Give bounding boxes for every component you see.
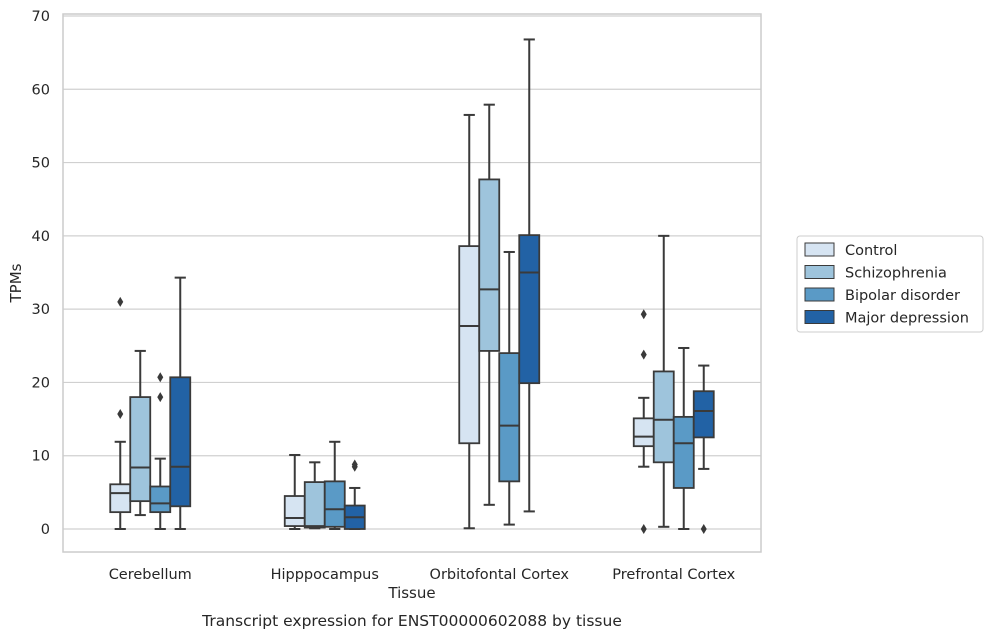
x-tick-label: Prefrontal Cortex (612, 567, 735, 583)
legend-label: Major depression (845, 311, 969, 327)
box-iqr (498, 352, 521, 483)
box-iqr (169, 376, 192, 508)
y-axis: 0 10 20 30 40 50 60 70 (32, 9, 50, 538)
y-tick-label: 50 (32, 156, 50, 172)
box-control (283, 453, 306, 530)
box-bipolar-disorder (323, 440, 346, 530)
outlier-point (640, 309, 647, 320)
box-iqr (632, 417, 655, 448)
legend-swatch (804, 310, 835, 324)
box-control (109, 296, 132, 530)
box-major-depression (518, 38, 541, 513)
outlier-point (117, 296, 124, 307)
box-major-depression (343, 459, 366, 530)
x-axis-title: Tissue (387, 584, 435, 602)
chart-caption: Transcript expression for ENST0000060208… (201, 612, 622, 630)
y-tick-label: 0 (41, 522, 50, 538)
box-iqr (283, 495, 306, 527)
plot-frame (62, 13, 762, 553)
box-bipolar-disorder (672, 346, 695, 530)
box-iqr (303, 481, 326, 529)
outlier-point (157, 372, 164, 383)
y-tick-label: 30 (32, 302, 50, 318)
x-tick-label: Cerebellum (109, 567, 192, 583)
box-control (458, 113, 481, 530)
legend-swatch (804, 242, 835, 257)
outlier-point (117, 408, 124, 419)
legend: Control Schizophrenia Bipolar disorder Majo… (796, 235, 984, 333)
box-iqr (458, 245, 481, 445)
y-tick-label: 10 (32, 449, 50, 465)
outlier-point (640, 349, 647, 360)
legend-swatch (804, 265, 835, 279)
box-iqr (692, 390, 715, 439)
box-iqr (652, 370, 675, 464)
box-major-depression (692, 364, 715, 534)
box-schizophrenia (129, 349, 152, 517)
box-series (109, 38, 715, 534)
box-major-depression (169, 276, 192, 530)
box-iqr (323, 480, 346, 528)
box-schizophrenia (652, 234, 675, 528)
outlier-point (700, 524, 707, 534)
y-tick-label: 20 (32, 375, 50, 391)
legend-label: Schizophrenia (845, 266, 947, 282)
outlier-point (640, 524, 647, 534)
legend-label: Control (845, 243, 897, 259)
y-tick-label: 40 (32, 229, 50, 245)
box-iqr (672, 415, 695, 489)
box-schizophrenia (478, 103, 501, 506)
outlier-point (351, 459, 358, 470)
y-tick-label: 70 (32, 9, 50, 25)
box-bipolar-disorder (149, 372, 172, 530)
outlier-point (157, 392, 164, 403)
legend-label: Bipolar disorder (845, 288, 960, 304)
legend-frame (796, 235, 984, 333)
x-axis: Cerebellum Hipppocampus Orbitofontal Corte… (109, 567, 736, 583)
x-tick-label: Hipppocampus (271, 567, 379, 583)
box-iqr (129, 396, 152, 503)
y-tick-label: 60 (32, 82, 50, 98)
legend-swatch (804, 287, 835, 302)
box-schizophrenia (303, 461, 326, 530)
box-iqr (149, 485, 172, 514)
box-iqr (518, 234, 541, 385)
y-axis-title: TPMs (7, 263, 25, 303)
box-iqr (478, 178, 501, 352)
x-tick-label: Orbitofontal Cortex (430, 567, 570, 583)
box-control (632, 309, 655, 534)
box-iqr (109, 483, 132, 514)
box-bipolar-disorder (498, 250, 521, 526)
